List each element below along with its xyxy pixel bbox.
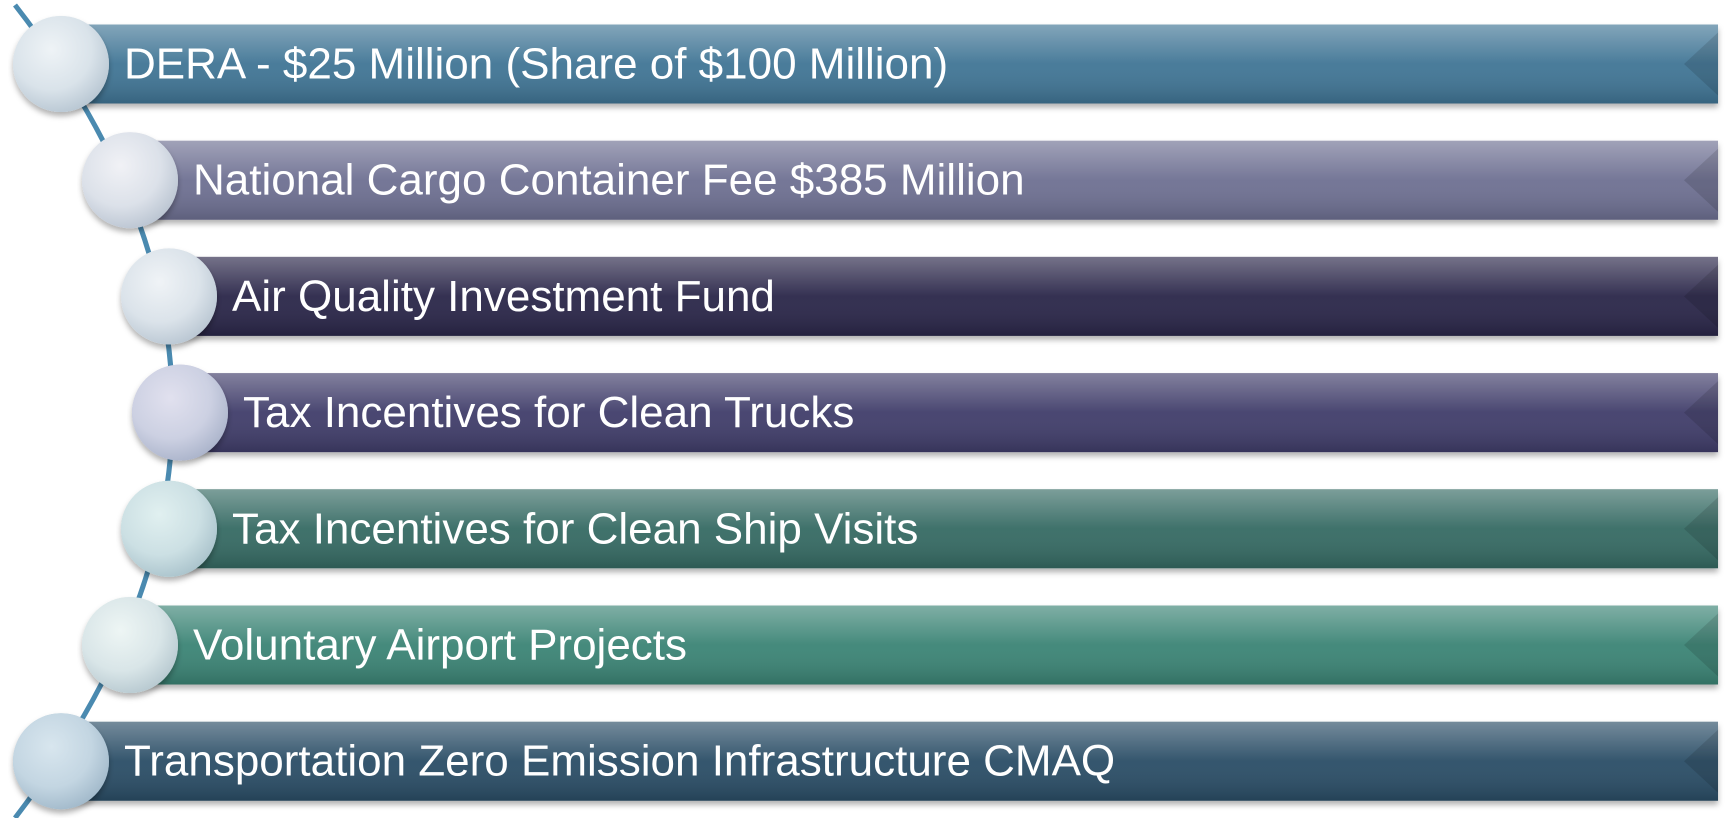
item-label: Tax Incentives for Clean Ship Visits [232,504,918,553]
list-item: Voluntary Airport Projects [82,597,1718,693]
item-bar-notch [1684,497,1718,561]
item-label: DERA - $25 Million (Share of $100 Millio… [124,40,948,89]
item-label: Air Quality Investment Fund [232,272,775,321]
item-bar-sheen [61,721,1718,801]
item-orb [121,248,217,345]
item-bar-notch [1684,32,1718,96]
item-orb [82,132,178,229]
list-item: Air Quality Investment Fund [121,248,1718,345]
item-bar-notch [1684,613,1718,677]
item-bar-sheen [169,256,1718,336]
item-bar-sheen [61,24,1718,104]
item-label: National Cargo Container Fee $385 Millio… [193,156,1025,205]
item-bar-notch [1684,264,1718,328]
item-bar-sheen [130,140,1718,220]
list-item: Tax Incentives for Clean Trucks [132,364,1718,461]
item-bar-sheen [180,373,1718,453]
item-orb [121,480,217,577]
item-label: Tax Incentives for Clean Trucks [243,388,854,437]
list-item: National Cargo Container Fee $385 Millio… [82,132,1718,229]
item-bar-notch [1684,729,1718,793]
item-orb [13,713,109,810]
list-item: Transportation Zero Emission Infrastruct… [13,713,1718,810]
item-orb [82,597,178,693]
item-bar-sheen [130,605,1718,685]
item-bar-sheen [169,489,1718,569]
item-bar-notch [1684,381,1718,445]
item-label: Transportation Zero Emission Infrastruct… [124,737,1115,786]
item-orb [132,364,228,461]
list-item: DERA - $25 Million (Share of $100 Millio… [13,16,1718,112]
item-orb [13,16,109,112]
item-bar-notch [1684,148,1718,212]
list-item: Tax Incentives for Clean Ship Visits [121,480,1718,577]
rows: DERA - $25 Million (Share of $100 Millio… [13,16,1718,810]
item-label: Voluntary Airport Projects [193,621,687,670]
